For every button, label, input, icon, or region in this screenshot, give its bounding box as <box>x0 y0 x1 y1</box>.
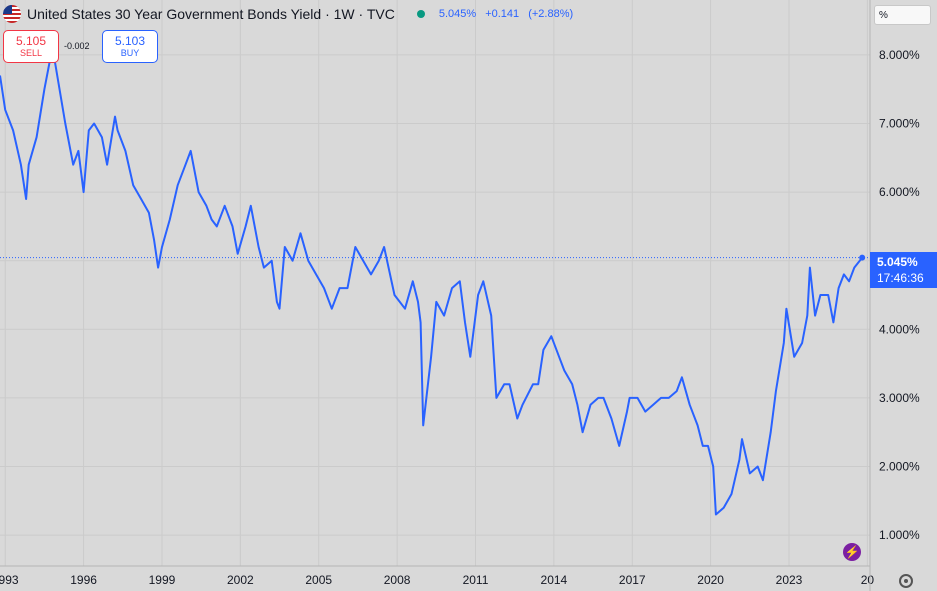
x-tick-label: 1999 <box>149 573 176 587</box>
unit-selector[interactable]: % <box>874 5 931 25</box>
y-tick-label: 7.000% <box>879 116 920 130</box>
x-tick-label: 2020 <box>697 573 724 587</box>
chart-header: United States 30 Year Government Bonds Y… <box>0 0 870 28</box>
yield-series-line <box>0 47 863 516</box>
buy-label: BUY <box>120 48 140 58</box>
plot-background <box>0 0 870 566</box>
y-tick-label: 2.000% <box>879 460 920 474</box>
gear-icon[interactable] <box>899 574 913 588</box>
current-price-value: 5.045% <box>877 255 918 269</box>
y-tick-label: 8.000% <box>879 48 920 62</box>
quote-summary: 5.045% +0.141 (+2.88%) <box>439 8 579 20</box>
last-price: 5.045% <box>438 8 477 20</box>
us-flag-icon <box>3 5 21 23</box>
y-tick-label: 6.000% <box>879 185 920 199</box>
last-point-marker <box>859 254 866 261</box>
y-tick-label: 1.000% <box>879 528 920 542</box>
x-tick-label: 2011 <box>463 573 489 587</box>
x-tick-label: 1993 <box>0 573 19 587</box>
symbol-title[interactable]: United States 30 Year Government Bonds Y… <box>27 6 395 22</box>
bolt-icon[interactable]: ⚡ <box>843 543 861 561</box>
x-tick-label: 2014 <box>541 573 568 587</box>
buy-price: 5.103 <box>114 34 146 48</box>
y-tick-label: 4.000% <box>879 322 920 336</box>
buy-button[interactable]: 5.103 BUY <box>102 30 158 63</box>
x-tick-label: 20 <box>861 573 875 587</box>
bar-countdown: 17:46:36 <box>877 271 924 285</box>
y-tick-label: 3.000% <box>879 391 920 405</box>
x-tick-label: 1996 <box>70 573 97 587</box>
x-tick-label: 2005 <box>305 573 332 587</box>
sell-price: 5.105 <box>15 34 47 48</box>
x-tick-label: 2008 <box>384 573 411 587</box>
spread-value: -0.002 <box>64 41 90 51</box>
price-change: +0.141 <box>485 8 520 20</box>
sell-label: SELL <box>19 48 43 58</box>
price-change-percent: (+2.88%) <box>528 8 574 20</box>
x-tick-label: 2023 <box>776 573 803 587</box>
sell-button[interactable]: 5.105 SELL <box>3 30 59 63</box>
current-price-label: 5.045% 17:46:36 <box>870 252 937 288</box>
market-status-dot <box>416 10 425 18</box>
x-tick-label: 2002 <box>227 573 254 587</box>
x-tick-label: 2017 <box>619 573 646 587</box>
